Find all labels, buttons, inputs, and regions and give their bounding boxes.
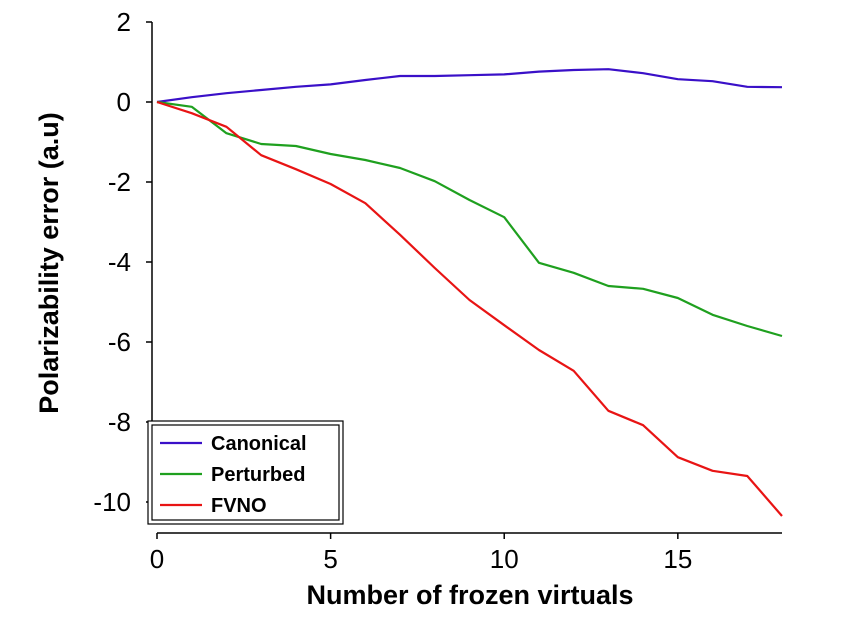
y-tick-label: -8	[108, 407, 131, 437]
x-tick-label: 5	[323, 544, 337, 574]
series-line-perturbed	[156, 100, 783, 338]
y-tick-label: -2	[108, 167, 131, 197]
series-lines	[156, 68, 783, 517]
y-axis-title: Polarizability error (a.u)	[34, 112, 64, 414]
series-line-canonical	[156, 68, 783, 104]
x-ticks: 0 5 10 15	[150, 533, 692, 574]
y-tick-label: -10	[93, 487, 131, 517]
x-tick-label: 0	[150, 544, 164, 574]
x-tick-label: 15	[663, 544, 692, 574]
y-tick-label: 0	[117, 87, 131, 117]
legend-label-perturbed: Perturbed	[211, 464, 305, 486]
legend: Canonical Perturbed FVNO	[147, 420, 344, 525]
legend-label-fvno: FVNO	[211, 495, 267, 517]
y-tick-label: -6	[108, 327, 131, 357]
y-tick-label: -4	[108, 247, 131, 277]
series-line-fvno	[156, 100, 783, 517]
y-ticks: 2 0 -2 -4 -6 -8 -10	[93, 7, 152, 517]
x-axis-title: Number of frozen virtuals	[306, 580, 633, 610]
y-tick-label: 2	[117, 7, 131, 37]
legend-entries: Canonical Perturbed FVNO	[160, 433, 307, 517]
legend-label-canonical: Canonical	[211, 433, 307, 455]
x-tick-label: 10	[490, 544, 519, 574]
